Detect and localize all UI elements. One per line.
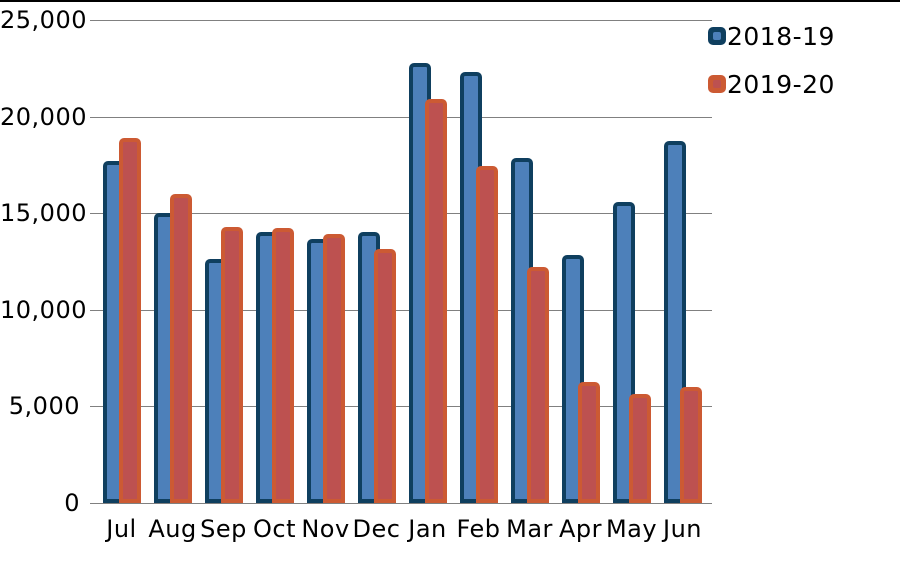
bar-group-May — [612, 202, 651, 503]
x-axis-label-Mar: Mar — [506, 515, 553, 543]
x-axis-label-Feb: Feb — [456, 515, 501, 543]
y-axis-tick-label: 10,000 — [0, 295, 87, 324]
y-gridline-25,000 — [90, 20, 712, 21]
x-axis-label-Nov: Nov — [301, 515, 350, 543]
bar-group-Mar — [510, 158, 549, 503]
bar-group-Jul — [102, 138, 141, 503]
bar-group-Jun — [663, 141, 702, 503]
legend-label-2018-19: 2018-19 — [727, 21, 835, 51]
x-axis-label-Dec: Dec — [352, 515, 401, 543]
bar-2019-20-Oct — [271, 228, 294, 503]
bar-group-Nov — [306, 234, 345, 503]
y-axis-tick-label: 25,000 — [0, 6, 87, 34]
bar-group-Aug — [153, 194, 192, 503]
y-gridline-0 — [90, 503, 712, 504]
x-axis-label-May: May — [605, 515, 658, 543]
x-axis-label-Jun: Jun — [663, 515, 702, 543]
y-gridline-10,000 — [90, 309, 712, 311]
top-border-line — [0, 0, 900, 2]
x-axis-label-Jan: Jan — [408, 515, 447, 543]
bar-2019-20-Jul — [118, 138, 141, 503]
legend-label-2019-20: 2019-20 — [727, 69, 835, 99]
bar-2019-20-Aug — [169, 194, 192, 503]
legend-marker-2019-20-icon — [708, 75, 726, 93]
y-gridline-5,000 — [90, 406, 712, 408]
bar-group-Jan — [408, 63, 447, 503]
legend-item-2018-19: 2018-19 — [708, 21, 835, 51]
bar-group-Oct — [255, 228, 294, 503]
x-axis-label-Aug: Aug — [148, 515, 197, 543]
y-gridline-20,000 — [90, 116, 712, 118]
legend-marker-2018-19-icon — [708, 27, 726, 45]
bar-group-Feb — [459, 72, 498, 503]
x-axis-label-Jul: Jul — [106, 515, 137, 543]
bar-group-Dec — [357, 232, 396, 503]
legend-marker-inner-icon — [713, 32, 721, 40]
y-axis-tick-label: 20,000 — [0, 102, 87, 131]
y-axis-tick-label: 0 — [64, 489, 80, 517]
x-axis-label-Oct: Oct — [253, 515, 296, 543]
bar-2019-20-Apr — [577, 382, 600, 503]
bar-2019-20-Sep — [220, 227, 243, 503]
bar-2019-20-May — [628, 394, 651, 503]
bar-2019-20-Jan — [424, 99, 447, 503]
y-axis-tick-label: 5,000 — [8, 392, 80, 421]
legend-marker-inner-icon — [713, 80, 721, 88]
bar-2019-20-Feb — [475, 166, 498, 503]
y-gridline-15,000 — [90, 213, 712, 215]
bar-2019-20-Jun — [679, 387, 702, 503]
x-axis-label-Apr: Apr — [558, 515, 603, 543]
bar-group-Apr — [561, 255, 600, 503]
bar-2019-20-Mar — [526, 267, 549, 503]
legend-item-2019-20: 2019-20 — [708, 69, 835, 99]
bar-2019-20-Dec — [373, 249, 396, 503]
y-axis-tick-label: 15,000 — [0, 199, 87, 228]
x-axis-label-Sep: Sep — [200, 515, 247, 543]
legend: 2018-19 2019-20 — [708, 22, 835, 118]
bar-2019-20-Nov — [322, 234, 345, 503]
bar-group-Sep — [204, 227, 243, 503]
